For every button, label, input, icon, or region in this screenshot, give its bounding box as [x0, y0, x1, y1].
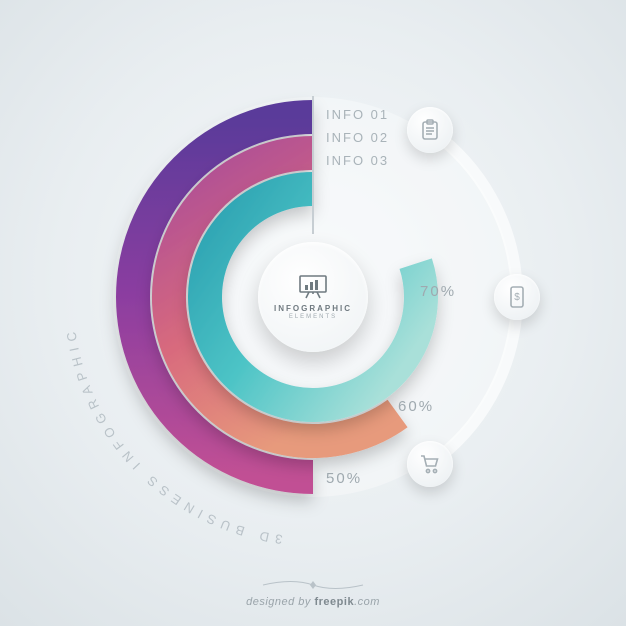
center-badge: INFOGRAPHIC ELEMENTS: [258, 242, 368, 352]
orbit-icon-mobile-dollar[interactable]: $: [494, 274, 540, 320]
cart-icon: [419, 454, 441, 474]
decorative-flourish: [253, 578, 373, 592]
center-subtitle: ELEMENTS: [289, 314, 337, 320]
pct-label-70: 70%: [420, 283, 456, 300]
credit-prefix: designed by: [246, 596, 314, 608]
curved-title-text: 3D BUSINESS INFOGRAPHIC: [63, 325, 284, 547]
info-labels: INFO 01 INFO 02 INFO 03: [326, 108, 389, 177]
clipboard-icon: [420, 119, 440, 141]
pct-label-60: 60%: [398, 398, 434, 415]
svg-text:3D BUSINESS INFOGRAPHIC: 3D BUSINESS INFOGRAPHIC: [63, 325, 284, 547]
info-label-3: INFO 03: [326, 154, 389, 167]
mobile-dollar-icon: $: [509, 286, 525, 308]
info-label-2: INFO 02: [326, 131, 389, 144]
pct-label-50: 50%: [326, 470, 362, 487]
center-title: INFOGRAPHIC: [274, 304, 352, 313]
orbit-icon-cart[interactable]: [407, 441, 453, 487]
credit-suffix: .com: [354, 596, 380, 608]
presentation-chart-icon: [297, 274, 329, 300]
infographic-stage: 3D BUSINESS INFOGRAPHIC: [0, 0, 626, 626]
info-label-1: INFO 01: [326, 108, 389, 121]
credit-brand: freepik: [314, 596, 354, 608]
svg-text:$: $: [514, 292, 520, 303]
orbit-icon-clipboard[interactable]: [407, 107, 453, 153]
credit-line: designed by freepik.com: [0, 596, 626, 608]
